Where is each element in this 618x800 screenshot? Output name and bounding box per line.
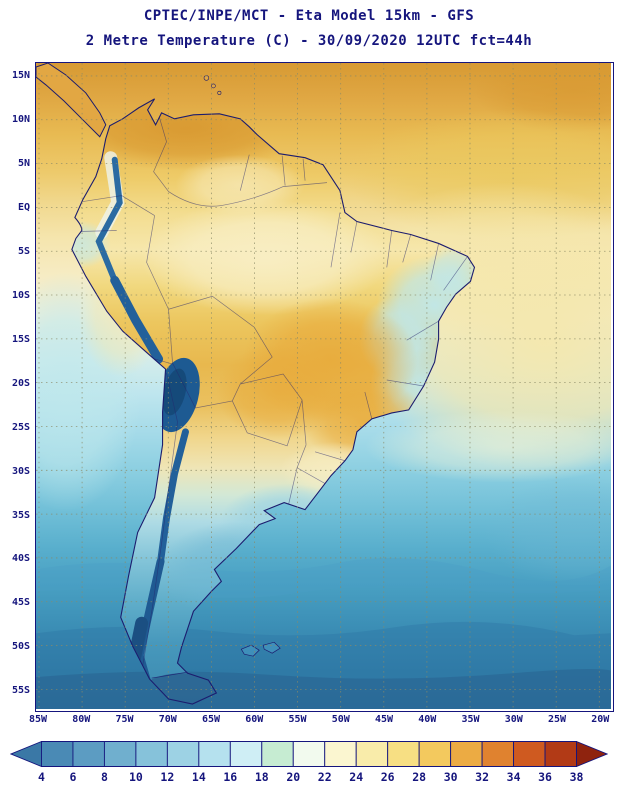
colorbar-tick-label: 24 <box>349 770 364 784</box>
lon-label: 80W <box>72 714 91 725</box>
lon-label: 85W <box>28 714 48 725</box>
colorbar-tick-label: 30 <box>443 770 458 784</box>
colorbar-segment <box>481 741 515 767</box>
lon-label: 65W <box>201 714 221 725</box>
map-title-line1: CPTEC/INPE/MCT - Eta Model 15km - GFS <box>143 8 475 24</box>
colorbar-segment <box>41 741 74 767</box>
colorbar-segment <box>166 741 200 767</box>
colorbar-tick-label: 20 <box>286 770 301 784</box>
lat-label: 45S <box>11 597 30 609</box>
grid-lines <box>36 63 611 709</box>
colorbar-tick-label: 14 <box>191 770 206 784</box>
colorbar-tick-label: 10 <box>128 770 143 784</box>
colorbar-tick-label: 28 <box>412 770 427 784</box>
lat-label: 40S <box>11 553 30 565</box>
lat-label: 5S <box>17 245 30 257</box>
colorbar-segment <box>387 741 420 767</box>
lon-label: 40W <box>418 714 437 725</box>
colorbar-segment <box>355 741 389 767</box>
andes-cold-band <box>95 151 200 688</box>
lon-label: 45W <box>374 714 394 725</box>
colorbar-tick-label: 34 <box>506 770 521 784</box>
lat-label: EQ <box>17 201 30 213</box>
colorbar-segment <box>72 741 105 767</box>
lat-label: 5N <box>17 157 30 169</box>
lat-label: 25S <box>11 421 30 433</box>
colorbar-segment <box>229 741 263 767</box>
map-canvas <box>35 62 614 712</box>
latitude-axis: 15N 10N 5N EQ 5S 10S 15S 20S 25S 30S 35S 40S 45S 50S 5… <box>0 62 33 712</box>
colorbar-tick-label: 38 <box>569 770 584 784</box>
central-america-landmass <box>36 63 107 138</box>
longitude-axis: 85W 80W 75W 70W 65W 60W 55W 50W 45W 40W 35W 30W 25W 2… <box>29 714 614 728</box>
colorbar-segment <box>198 741 231 767</box>
temperature-map-svg <box>36 63 611 709</box>
colorbar <box>9 740 609 768</box>
colorbar-svg <box>9 740 609 768</box>
lat-label: 30S <box>11 465 30 477</box>
lat-label: 50S <box>11 641 30 653</box>
colorbar-segment <box>324 741 357 767</box>
colorbar-tick-label: 32 <box>475 770 490 784</box>
colorbar-tick-label: 8 <box>100 770 108 784</box>
map-title-line2: 2 Metre Temperature (C) - 30/09/2020 12U… <box>85 33 533 49</box>
colorbar-segment <box>576 740 609 768</box>
colorbar-tick-label: 18 <box>254 770 269 784</box>
colorbar-tick-label: 12 <box>160 770 175 784</box>
colorbar-tick-label: 16 <box>223 770 238 784</box>
lat-label: 20S <box>11 377 30 389</box>
colorbar-tick-label: 36 <box>538 770 552 784</box>
lat-label: 55S <box>11 685 30 697</box>
lon-label: 50W <box>331 714 350 725</box>
colorbar-segment <box>9 740 42 768</box>
lat-label: 10S <box>11 289 30 301</box>
colorbar-segment <box>103 741 137 767</box>
colorbar-tick-label: 6 <box>69 770 77 784</box>
lon-label: 35W <box>461 714 480 725</box>
colorbar-ticks: 4 6 8 10 12 14 16 18 20 22 24 26 28 30 32 34 36 38 <box>10 770 608 786</box>
lat-label: 15S <box>11 333 30 345</box>
lat-label: 35S <box>11 509 30 521</box>
colorbar-tick-label: 26 <box>380 770 395 784</box>
lon-label: 75W <box>115 714 134 725</box>
colorbar-segment <box>135 741 168 767</box>
lat-label: 10N <box>11 113 30 125</box>
lon-label: 70W <box>158 714 177 725</box>
colorbar-segment <box>418 741 452 767</box>
lon-label: 60W <box>245 714 264 725</box>
lon-label: 25W <box>547 714 567 725</box>
colorbar-segment <box>292 741 326 767</box>
lon-label: 20W <box>591 714 610 725</box>
colorbar-tick-label: 22 <box>317 770 332 784</box>
colorbar-segment <box>513 741 546 767</box>
colorbar-segment <box>544 741 577 767</box>
colorbar-segment <box>261 741 294 767</box>
islands <box>151 75 281 679</box>
lon-label: 55W <box>288 714 307 725</box>
colorbar-tick-label: 4 <box>38 770 45 784</box>
colorbar-segment <box>450 741 483 767</box>
lat-label: 15N <box>11 70 30 81</box>
lon-label: 30W <box>504 714 523 725</box>
